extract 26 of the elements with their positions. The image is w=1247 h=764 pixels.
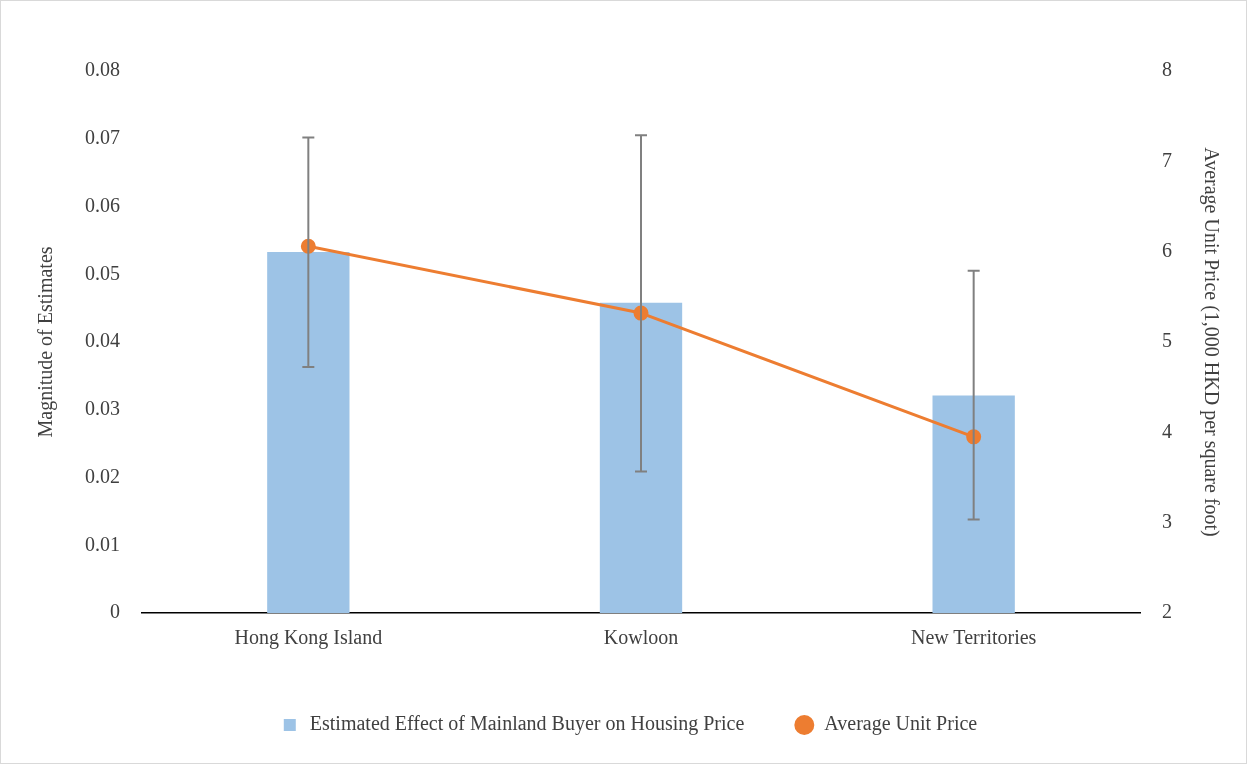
y-tick-label: 0.08 — [85, 58, 120, 81]
y2-tick-label: 7 — [1162, 148, 1172, 171]
y-tick-label: 0.06 — [85, 193, 120, 216]
x-tick-label: Kowloon — [603, 626, 679, 649]
y2-tick-label: 8 — [1162, 58, 1172, 81]
y-tick-label: 0.03 — [85, 397, 120, 419]
y-axis-title: Magnitude of Estimates — [34, 246, 58, 438]
x-tick-label: New Territories — [910, 626, 1037, 649]
y-tick-label: 0.04 — [85, 329, 120, 352]
legend-label: Average Unit Price — [824, 712, 978, 736]
y-tick-label: 0.07 — [85, 126, 120, 148]
y-tick-label: 0.01 — [85, 532, 120, 555]
x-tick-label: Hong Kong Island — [234, 626, 383, 650]
y2-tick-label: 2 — [1162, 600, 1172, 623]
bar — [599, 302, 683, 613]
y2-tick-label: 5 — [1162, 329, 1172, 352]
bar — [932, 395, 1015, 613]
bar — [267, 251, 350, 613]
y-tick-label: 0.05 — [85, 261, 120, 284]
y-tick-label: 0.02 — [85, 464, 120, 487]
y2-tick-label: 6 — [1162, 238, 1172, 261]
y2-tick-label: 3 — [1162, 509, 1172, 532]
y2-axis-title: Average Unit Price (1,000 HKD per square foot) — [1199, 147, 1223, 537]
legend-label: Estimated Effect of Mainland Buyer on Housing Price — [309, 712, 745, 736]
y2-tick-label: 4 — [1162, 419, 1172, 442]
y-tick-label: 0 — [110, 600, 120, 623]
